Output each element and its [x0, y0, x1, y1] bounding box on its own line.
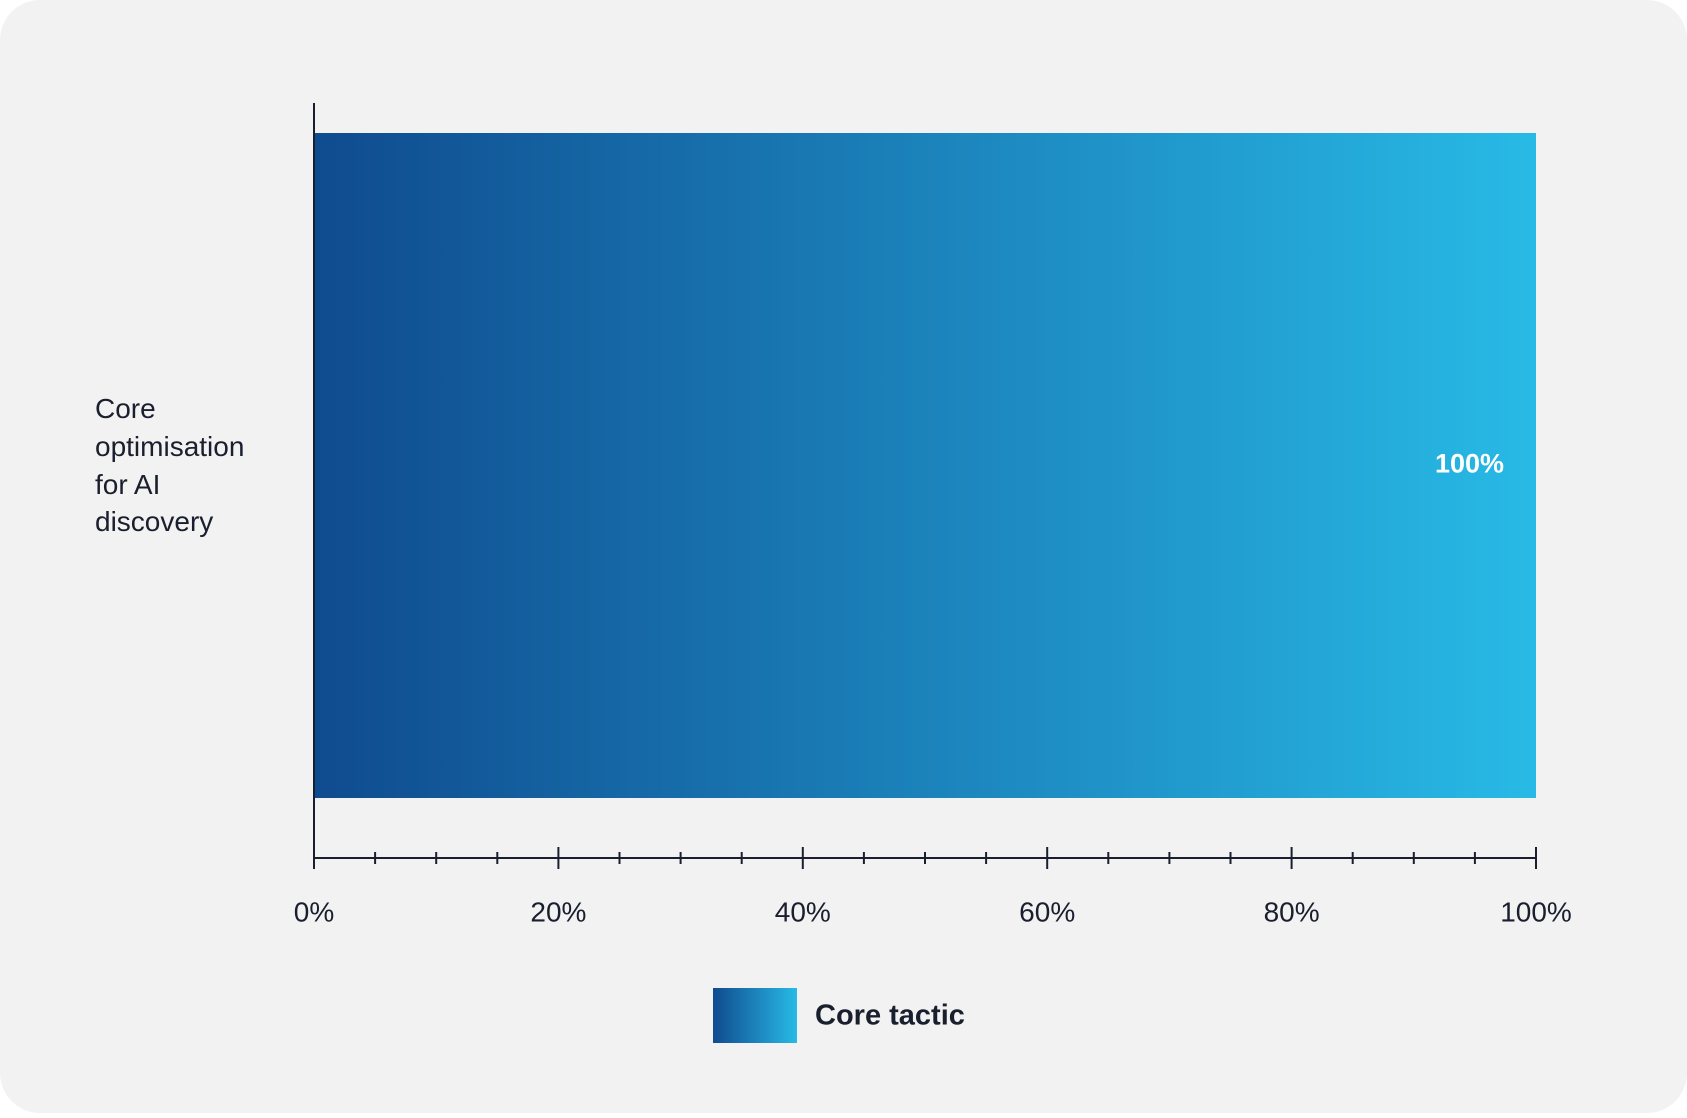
x-tick-label: 20% — [530, 896, 586, 927]
x-tick-label: 60% — [1019, 896, 1075, 927]
y-tick-label: Core optimisation for AI discovery — [95, 393, 245, 538]
category-label-box: Core optimisation for AI discovery — [95, 393, 245, 538]
x-tick-label: 40% — [775, 896, 831, 927]
value-label: 100% — [1435, 449, 1504, 479]
legend-swatch — [713, 988, 797, 1043]
x-tick-label: 0% — [294, 896, 334, 927]
x-tick-label: 100% — [1500, 896, 1572, 927]
bar — [314, 133, 1536, 798]
x-tick-label: 80% — [1264, 896, 1320, 927]
legend-label: Core tactic — [815, 1000, 965, 1032]
